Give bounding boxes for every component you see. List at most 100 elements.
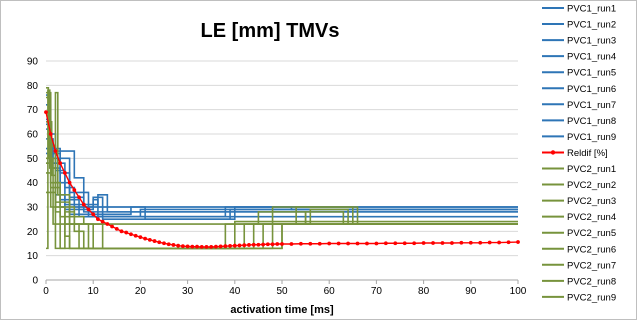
legend-label: PVC2_run1 [567,164,616,175]
series-line-pvc1-run1 [46,129,518,207]
reldif-marker [124,231,128,235]
legend-label: PVC1_run3 [567,36,616,47]
reldif-marker [105,222,109,226]
reldif-marker [247,243,251,247]
reldif-marker [422,241,426,245]
reldif-marker [233,244,237,248]
reldif-marker [63,171,67,175]
reldif-marker [200,245,204,249]
reldif-marker [72,188,76,192]
y-tick-label: 60 [27,130,39,141]
reldif-marker [384,241,388,245]
reldif-marker [143,237,147,241]
y-tick-label: 80 [27,81,39,92]
x-tick-label: 0 [43,286,49,297]
series-line-pvc1-run3 [46,139,518,212]
legend-label: PVC1_run6 [567,84,616,95]
reldif-marker [162,241,166,245]
series-line-pvc1-run9 [46,124,518,216]
reldif-marker [275,242,279,246]
reldif-marker [139,235,143,239]
reldif-marker [219,245,223,249]
series-line-pvc1-run2 [46,105,518,219]
y-tick-label: 20 [27,227,39,238]
legend-label: PVC2_run9 [567,292,616,303]
reldif-marker [478,241,482,245]
reldif-marker [450,241,454,245]
reldif-marker [82,203,86,207]
reldif-marker [195,245,199,249]
x-tick-label: 70 [371,286,383,297]
reldif-marker [101,220,105,224]
reldif-marker [181,244,185,248]
reldif-marker [68,181,72,185]
reldif-marker [497,241,501,245]
reldif-marker [157,240,161,244]
series-line-pvc2-run1 [46,88,518,224]
legend-label: PVC1_run7 [567,100,616,111]
legend-label: PVC2_run7 [567,260,616,271]
y-tick-label: 40 [27,178,39,189]
reldif-marker [337,242,341,246]
reldif-marker [120,229,124,233]
reldif-marker [148,238,152,242]
y-tick-label: 90 [27,57,39,68]
reldif-marker [308,242,312,246]
reldif-marker [327,242,331,246]
legend-label: PVC1_run2 [567,20,616,31]
x-tick-label: 90 [465,286,477,297]
reldif-marker [290,242,294,246]
reldif-marker [91,212,95,216]
reldif-marker [261,243,265,247]
reldif-marker [266,242,270,246]
series-line-pvc1-run4 [46,153,518,209]
reldif-marker [271,242,275,246]
reldif-marker [257,243,261,247]
reldif-marker [346,242,350,246]
reldif-marker [190,245,194,249]
y-tick-label: 50 [27,154,39,165]
y-tick-label: 10 [27,251,39,262]
reldif-marker [214,245,218,249]
x-tick-label: 10 [88,286,100,297]
reldif-marker [356,242,360,246]
reldif-marker [129,232,133,236]
reldif-marker [49,132,53,136]
y-tick-label: 0 [32,276,38,287]
legend: PVC1_run1 PVC1_run2 PVC1_run3 PVC1_run4 PVC1… [542,4,616,304]
x-tick-label: 80 [418,286,430,297]
axes [46,280,518,284]
reldif-marker [167,242,171,246]
reldif-marker [488,241,492,245]
y-tick-labels: 0 10 20 30 40 50 60 70 80 90 [27,57,39,287]
reldif-marker [299,242,303,246]
reldif-marker [469,241,473,245]
reldif-marker [172,243,176,247]
legend-label: Reldif [%] [567,148,608,159]
reldif-marker [153,239,157,243]
reldif-marker [280,242,284,246]
x-tick-label: 50 [276,286,288,297]
reldif-marker [110,225,114,229]
reldif-marker [252,243,256,247]
reldif-marker [115,227,119,231]
reldif-marker [365,242,369,246]
reldif-marker [228,244,232,248]
reldif-marker [87,208,91,212]
reldif-marker [393,241,397,245]
reldif-marker [96,217,100,221]
legend-label: PVC1_run1 [567,4,616,15]
reldif-marker [54,149,58,153]
y-tick-label: 30 [27,203,39,214]
y-tick-label: 70 [27,105,39,116]
x-tick-label: 60 [324,286,336,297]
reldif-marker [205,245,209,249]
series-group [44,88,520,249]
x-tick-labels: 0 10 20 30 40 50 60 70 80 90 100 [43,286,527,297]
legend-label: PVC2_run5 [567,228,616,239]
reldif-marker [44,110,48,114]
x-tick-label: 100 [510,286,527,297]
reldif-marker [223,244,227,248]
reldif-marker [318,242,322,246]
